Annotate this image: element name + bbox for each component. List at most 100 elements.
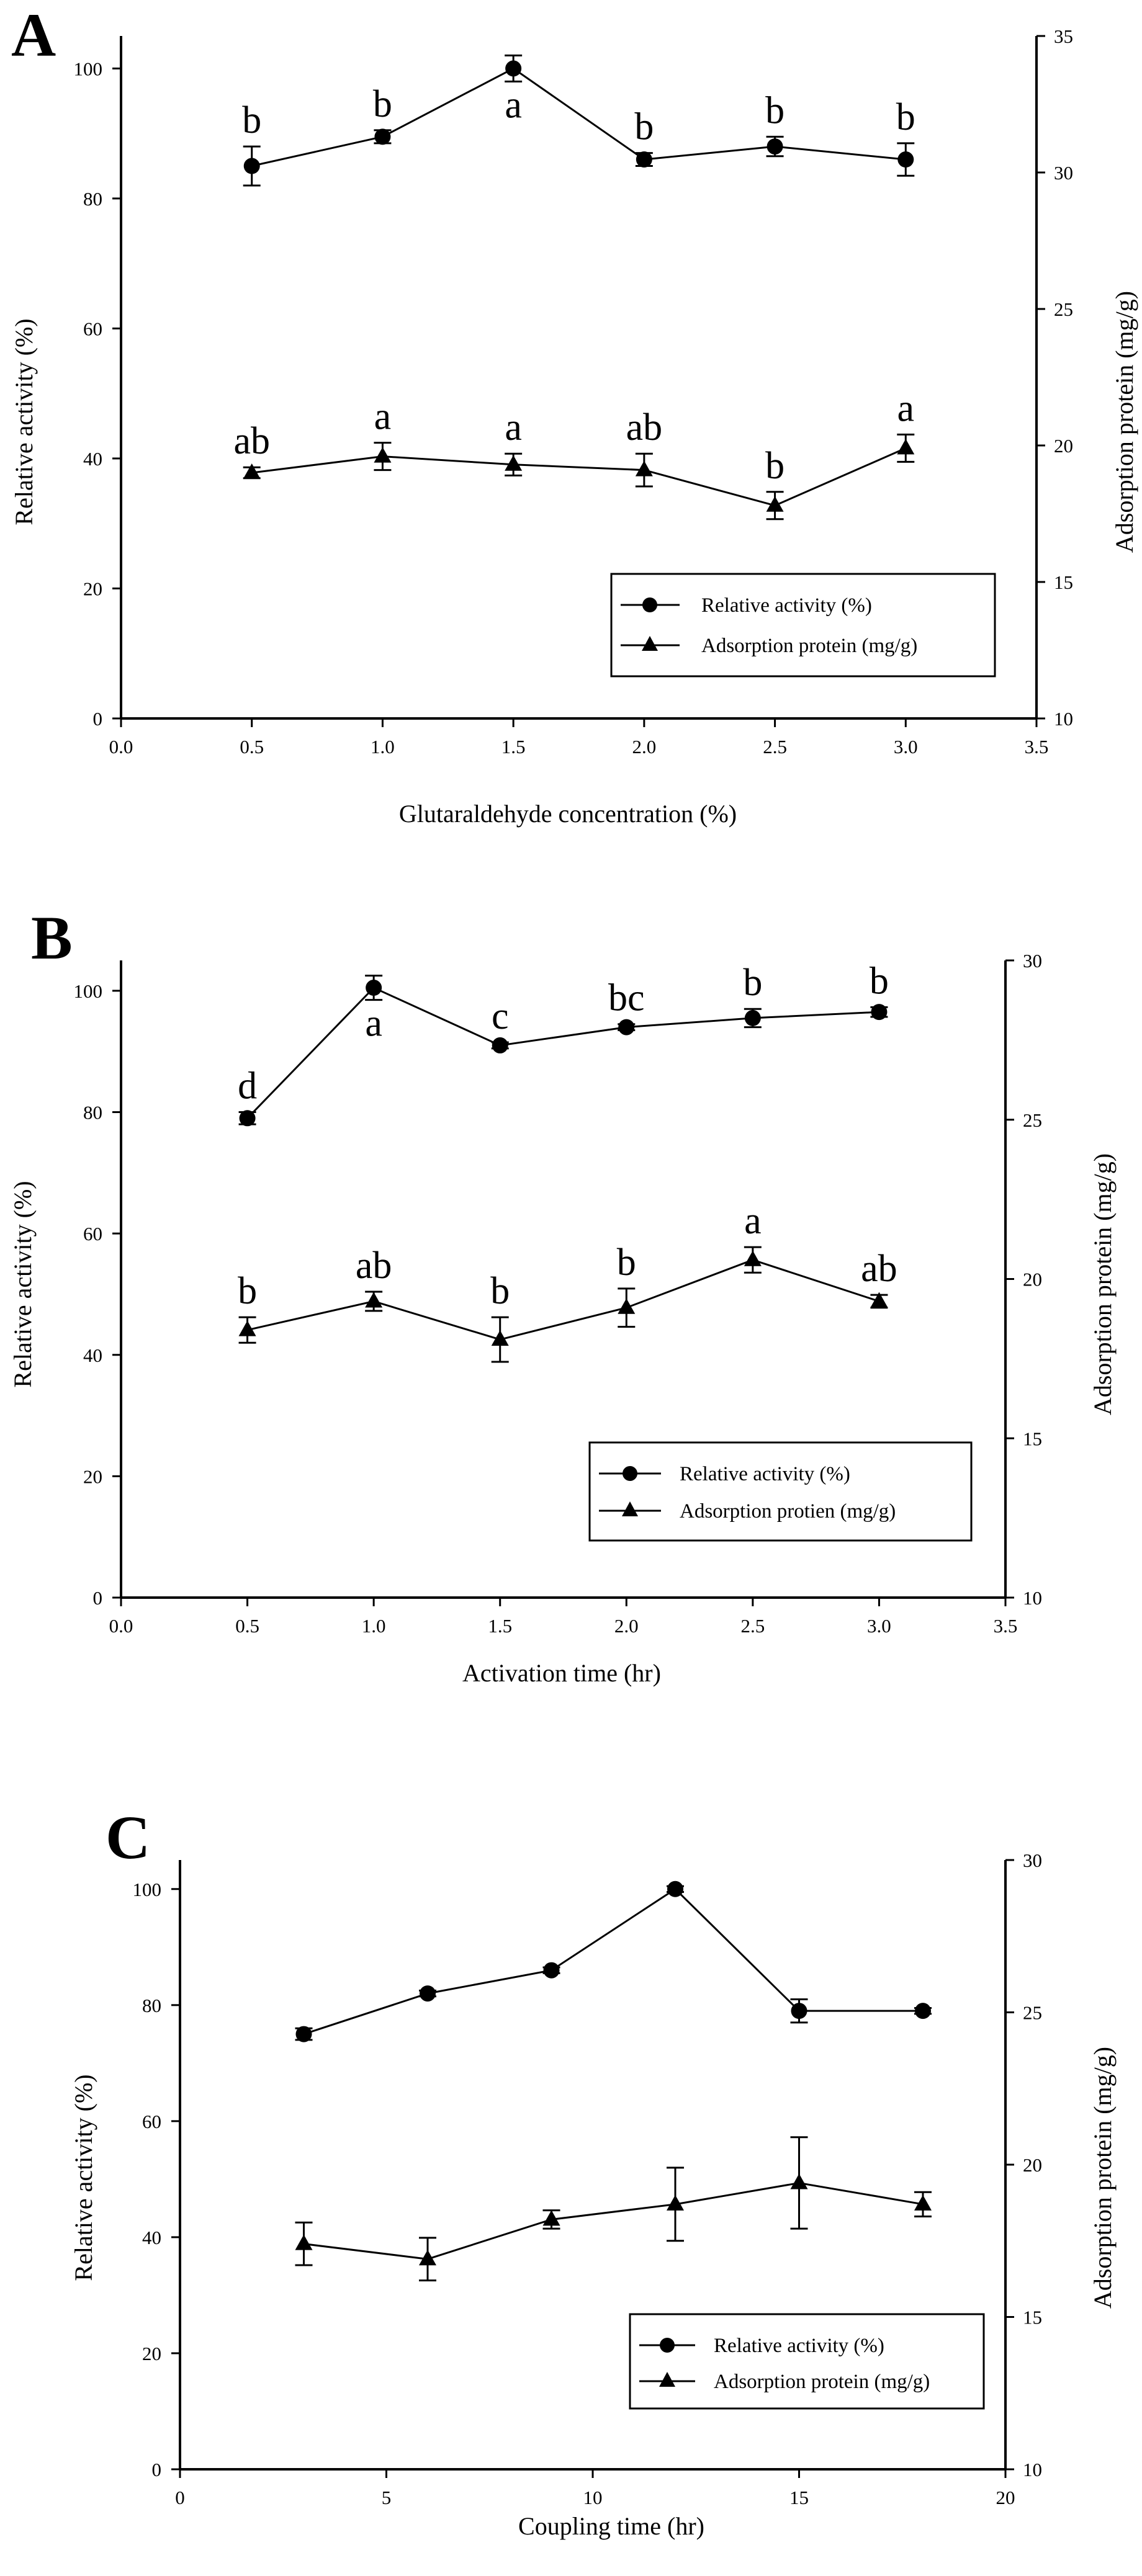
x-tick-label: 0.5 [240,736,264,758]
legend-triangle-marker [659,2372,675,2387]
x-axis-label: Glutaraldehyde concentration (%) [399,800,737,828]
adsorption-protein-point [491,1330,509,1346]
legend [588,1441,973,1542]
relative-activity-point [420,1985,436,2002]
y2-tick-label: 30 [1023,950,1042,972]
relative-activity-point [767,138,783,155]
x-tick-label: 3.0 [894,736,918,758]
relative-activity-line [251,67,906,167]
x-tick-label: 15 [789,2487,809,2508]
y-tick-label: 20 [142,2343,161,2364]
legend-label: Adsorption protein (mg/g) [714,2371,930,2393]
y-tick-label: 80 [83,188,102,210]
significance-letter: ab [356,1245,392,1287]
y2-tick-label: 15 [1054,571,1073,593]
y-tick-label: 100 [74,58,103,79]
x-axis-label: Activation time (hr) [462,1659,661,1687]
significance-letter: b [896,96,915,138]
y-tick-label: 100 [74,980,103,1002]
adsorption-protein-line [251,447,906,507]
y2-tick-label: 10 [1023,2459,1042,2480]
legend-circle-marker [623,1466,637,1481]
y2-tick-label: 20 [1023,2154,1042,2176]
y2-tick-label: 35 [1054,25,1073,47]
relative-activity-point [897,151,914,168]
significance-letter: b [617,1241,636,1284]
adsorption-protein-point [914,2194,932,2211]
relative-activity-point [915,2003,931,2019]
y2-axis-label: Adsorption protein (mg/g) [1089,1153,1117,1415]
y-tick-label: 80 [142,1995,161,2016]
adsorption-protein-line [303,2181,924,2260]
y-axis-label: Relative activity (%) [70,2074,97,2281]
legend-triangle-marker [642,636,658,651]
legend-label: Relative activity (%) [701,594,872,617]
relative-activity-point [366,980,382,996]
panel-label: C [106,1803,150,1872]
plot-area: 0 5 10 15 20 0 20 40 60 80 100 10 15 20 25 30 [133,1849,1043,2508]
adsorption-protein-point [790,2173,808,2189]
legend-item-adsorption-protein: Adsorption protein (mg/g) [639,2371,930,2393]
adsorption-protein-line [247,1259,879,1341]
panel-c-chart: C Coupling time (hr) Relative activity (… [70,1803,1117,2540]
adsorption-protein-point [238,1320,256,1336]
y-tick-label: 0 [152,2459,162,2480]
significance-letter: a [505,84,522,126]
y2-tick-label: 20 [1054,435,1073,457]
y2-tick-label: 10 [1023,1587,1042,1609]
significance-letter: a [365,1003,382,1045]
x-tick-label: 5 [382,2487,392,2508]
relative-activity-point [791,2003,807,2019]
relative-activity-point [505,60,522,77]
significance-letter: a [374,396,392,438]
y-axis-label: Relative activity (%) [9,1181,37,1387]
legend [629,2313,985,2410]
relative-activity-line [303,1887,923,2035]
relative-activity-point [295,2026,312,2042]
x-tick-label: 2.5 [740,1615,765,1637]
legend-triangle-marker [622,1501,638,1516]
y-tick-label: 60 [83,1223,102,1245]
x-tick-label: 1.0 [362,1615,386,1637]
panel-label: A [11,1,56,69]
y-tick-label: 40 [142,2227,161,2248]
plot-area: 0.0 0.5 1.0 1.5 2.0 2.5 3.0 3.5 0 20 40 60 80 100 10 15… [74,950,1043,1637]
significance-letter: b [765,89,785,132]
significance-letter: a [897,387,915,429]
legend-circle-marker [660,2338,675,2353]
y2-tick-label: 25 [1023,1109,1042,1131]
y-tick-label: 20 [83,1465,102,1487]
adsorption-protein-point [618,1298,636,1314]
x-tick-label: 2.0 [632,736,656,758]
legend-label: Relative activity (%) [714,2335,884,2357]
y-tick-label: 20 [83,578,102,599]
x-tick-label: 3.5 [994,1615,1018,1637]
y-tick-label: 0 [93,1587,103,1609]
significance-letter: a [744,1200,762,1242]
x-tick-label: 0.0 [109,1615,133,1637]
x-tick-label: 0.5 [235,1615,259,1637]
y-tick-label: 40 [83,448,102,470]
adsorption-protein-point [419,2250,436,2266]
significance-letter: b [238,1270,257,1312]
adsorption-protein-point [542,2210,560,2226]
legend-item-adsorption-protein: Adsorption protien (mg/g) [599,1500,896,1523]
significance-letter: b [870,960,889,1002]
x-tick-label: 3.0 [867,1615,891,1637]
y2-axis-label: Adsorption protein (mg/g) [1089,2047,1117,2309]
x-tick-label: 0 [175,2487,185,2508]
x-axis-label: Coupling time (hr) [518,2512,704,2540]
significance-letter: a [505,406,522,449]
relative-activity-point [374,128,391,145]
x-tick-label: 3.5 [1025,736,1049,758]
relative-activity-point [636,151,652,168]
significance-letter: b [765,445,785,487]
x-tick-label: 1.5 [501,736,526,758]
significance-letter: b [373,83,392,125]
relative-activity-point [239,1110,256,1127]
significance-letter: b [242,99,261,141]
legend-label: Relative activity (%) [680,1463,850,1485]
relative-activity-point [243,158,260,174]
y2-tick-label: 25 [1023,2002,1042,2024]
